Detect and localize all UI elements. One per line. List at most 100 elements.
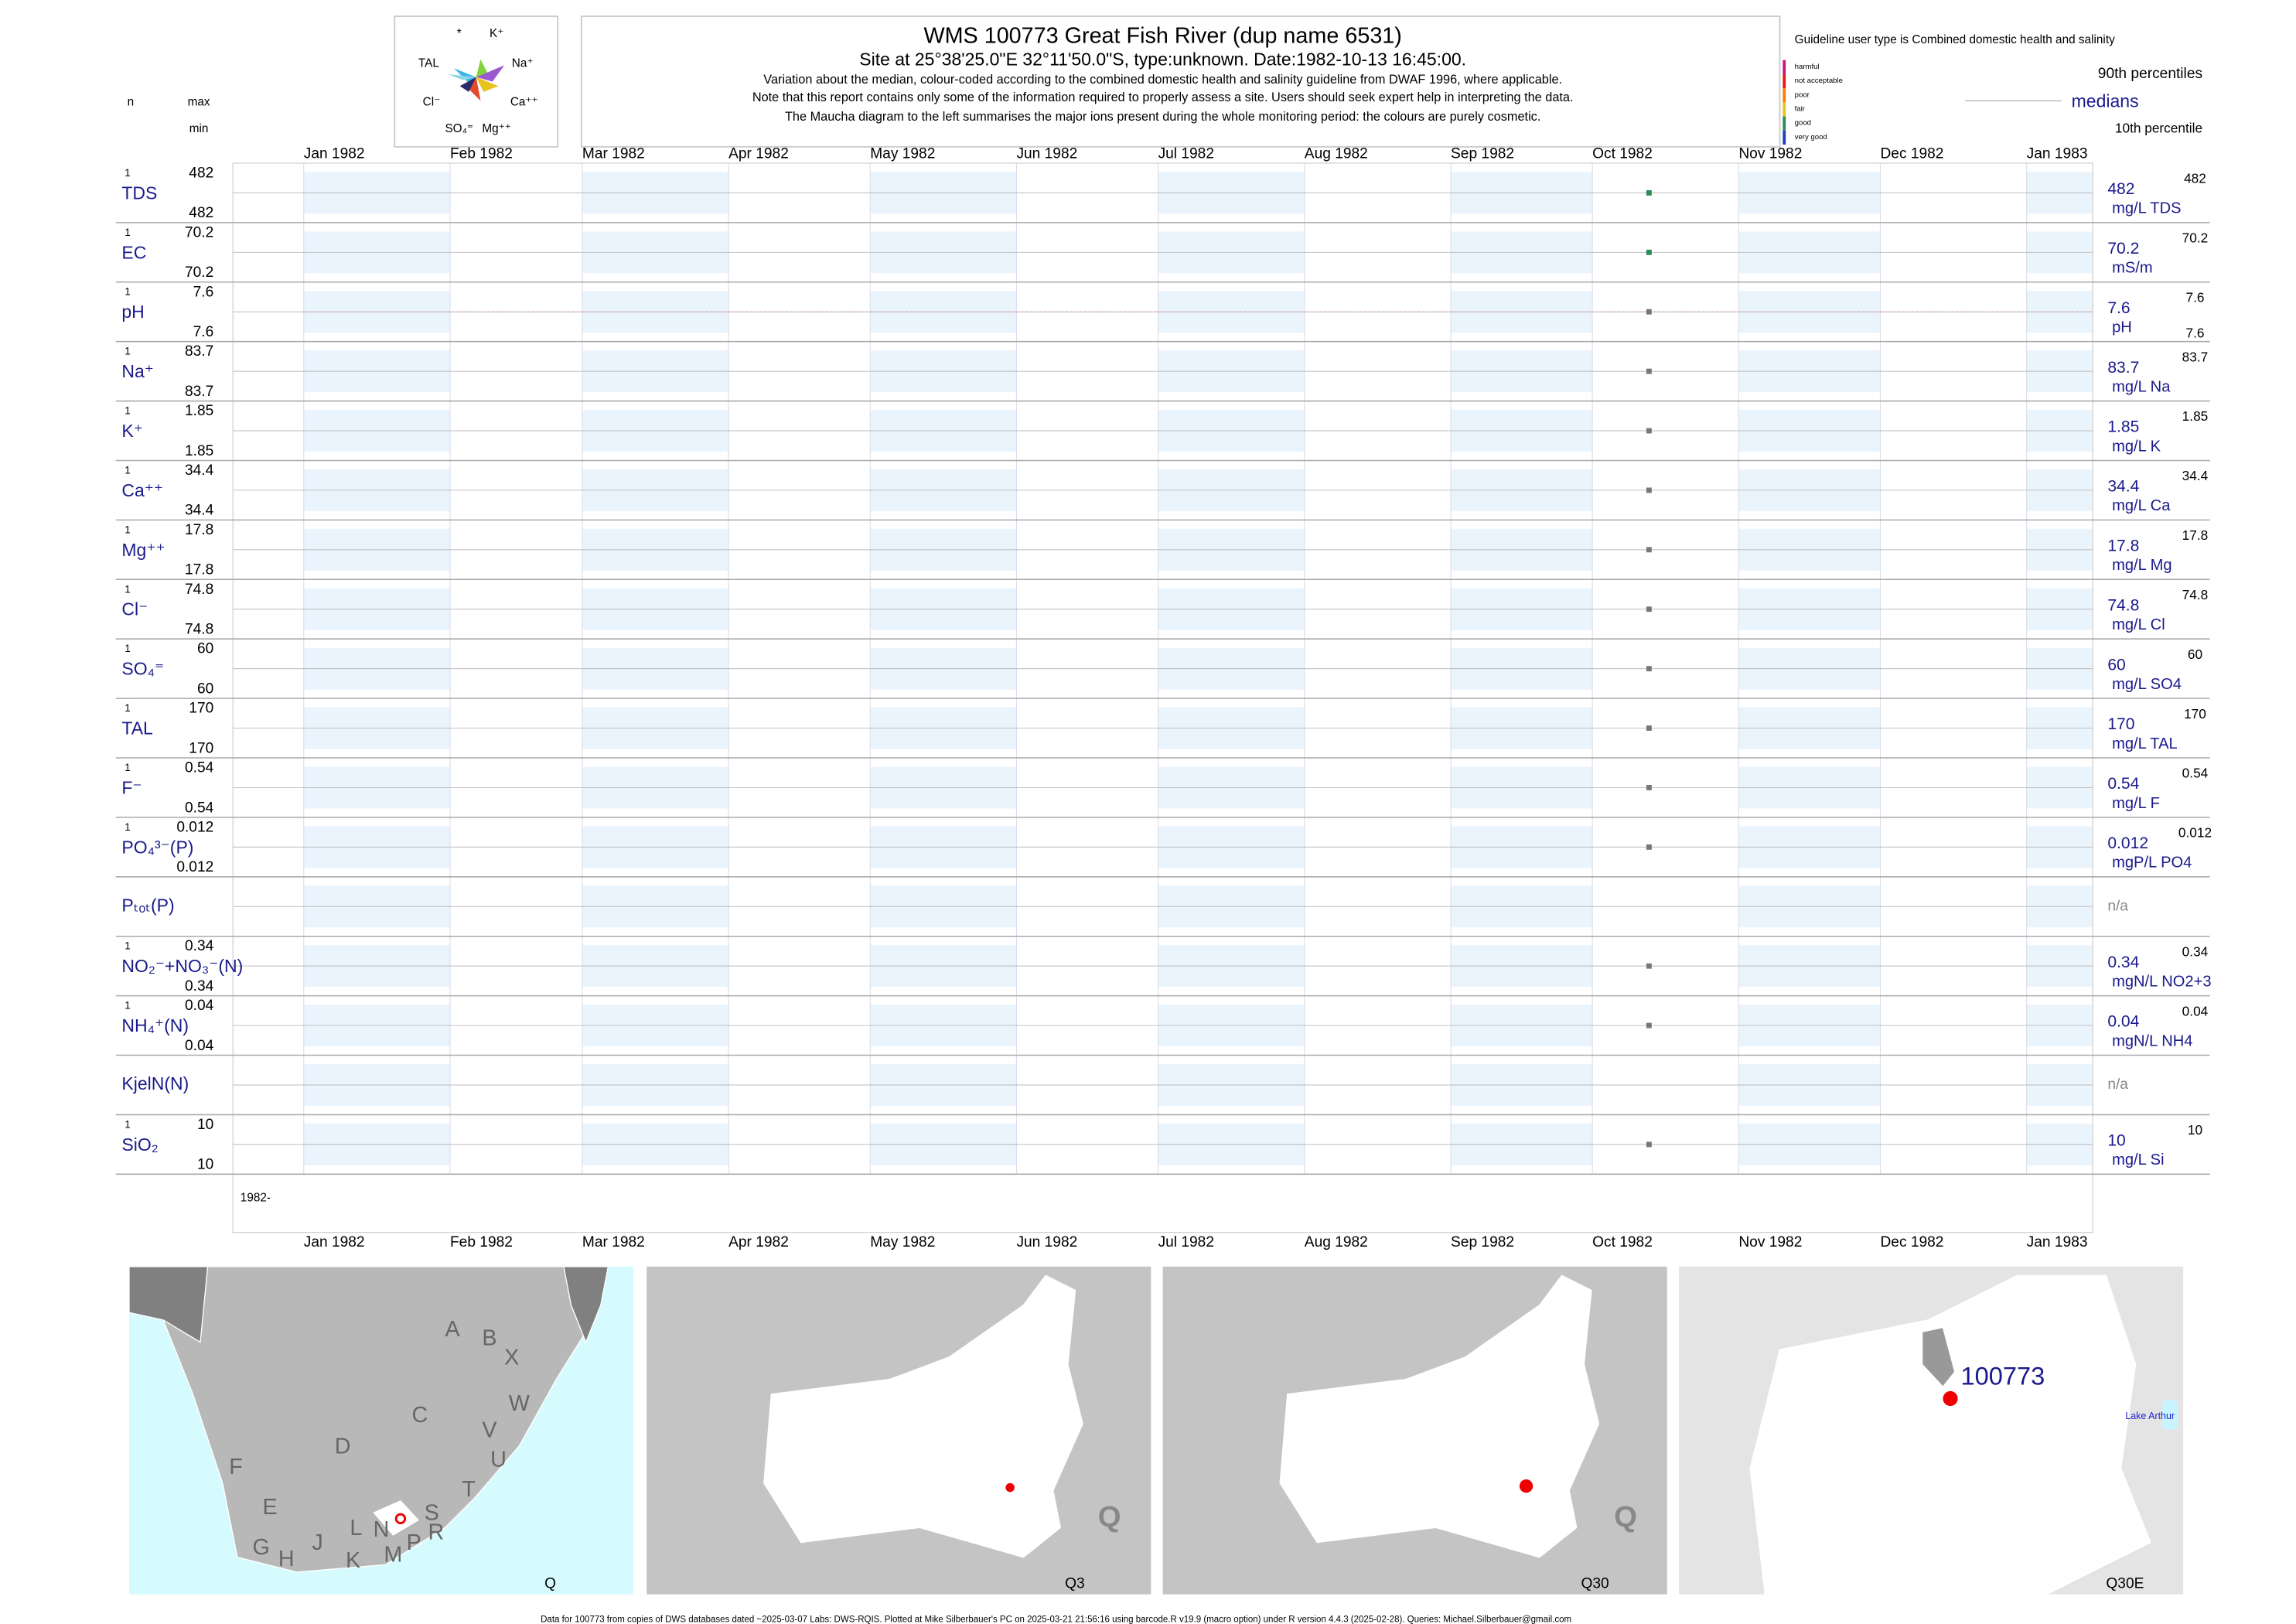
n-label: 1 (125, 940, 130, 952)
min-label: 7.6 (193, 324, 214, 340)
unit-label: pH (2112, 319, 2132, 336)
site-dot (1005, 1482, 1015, 1493)
region-letter: X (504, 1345, 519, 1370)
min-label: 1.85 (185, 443, 213, 459)
min-label: 60 (197, 681, 213, 697)
region-letter: L (350, 1516, 362, 1540)
map-land (128, 1266, 609, 1573)
sample-point (1646, 309, 1652, 315)
x-tick-label: May 1982 (870, 146, 935, 162)
n-label: 1 (125, 346, 130, 357)
region-letter: W (509, 1391, 531, 1416)
p90-label: 10 (2188, 1122, 2202, 1138)
parameter-label: EC (121, 242, 146, 262)
parameter-label: Pₜₒₜ(P) (121, 895, 174, 915)
map-land-dark (128, 1266, 209, 1343)
parameter-label: TDS (121, 183, 157, 203)
x-tick-label: Oct 1982 (1592, 146, 1653, 162)
parameter-label: TAL (121, 718, 153, 739)
sample-point (1646, 666, 1652, 672)
max-label: 482 (189, 165, 213, 181)
region-letter: A (445, 1317, 460, 1342)
max-label: 170 (189, 701, 213, 717)
unit-label: mS/m (2112, 260, 2153, 277)
region-letter: F (229, 1455, 243, 1479)
x-tick-label: Sep 1982 (1451, 146, 1514, 162)
n-label: 1 (125, 643, 130, 654)
median-label: 0.34 (2107, 954, 2139, 971)
x-tick-label: Jun 1982 (1016, 1234, 1077, 1250)
sample-point (1646, 1022, 1652, 1029)
x-tick-label: Jan 1982 (304, 146, 365, 162)
max-label: 74.8 (185, 582, 213, 598)
x-tick-label: Jul 1982 (1158, 1234, 1214, 1250)
min-label: 0.54 (185, 800, 214, 816)
x-tick-label: Jul 1982 (1158, 146, 1214, 162)
catchment (763, 1274, 1083, 1558)
na-label: n/a (2107, 1076, 2128, 1093)
title: WMS 100773 Great Fish River (dup name 65… (923, 24, 1401, 49)
site-dot (1519, 1479, 1534, 1493)
max-label: 70.2 (185, 224, 213, 241)
map-caption: Q (544, 1575, 556, 1592)
p90-label: 7.6 (2185, 289, 2204, 305)
n-label: 1 (125, 227, 130, 238)
legend-swatch (1783, 130, 1786, 145)
legend-p10: 10th percentile (2115, 120, 2202, 135)
median-label: 0.012 (2107, 834, 2148, 852)
max-label: 7.6 (193, 284, 214, 300)
region-letter: R (428, 1520, 445, 1545)
sample-point (1646, 725, 1652, 731)
note: Variation about the median, colour-coded… (763, 73, 1562, 87)
legend-swatch (1783, 60, 1786, 74)
region-letter: G (252, 1535, 269, 1560)
map-caption: Q30E (2106, 1575, 2144, 1592)
legend-class: good (1795, 119, 1811, 128)
median-label: 74.8 (2107, 596, 2139, 614)
p10-label: 7.6 (2185, 325, 2204, 340)
parameter-label: SiO₂ (121, 1134, 158, 1155)
region-letter: D (335, 1434, 351, 1459)
guideline-note: Guideline user type is Combined domestic… (1795, 33, 2115, 46)
unit-label: mg/L TAL (2112, 735, 2178, 752)
parameter-label: F⁻ (121, 777, 142, 797)
legend-swatch (1783, 73, 1786, 89)
year-label: 1982- (241, 1192, 271, 1205)
lake-label: Lake Arthur (2125, 1411, 2175, 1421)
basin-letter: Q (1614, 1500, 1637, 1534)
region-letter: K (346, 1548, 360, 1573)
n-label: 1 (125, 286, 130, 298)
footer: Data for 100773 from copies of DWS datab… (541, 1615, 1571, 1624)
maucha-label: Na⁺ (512, 57, 534, 70)
max-label: 60 (197, 641, 213, 657)
unit-label: mg/L TDS (2112, 200, 2181, 217)
p90-label: 0.54 (2182, 766, 2209, 781)
unit-label: mg/L Na (2112, 378, 2171, 395)
maucha-box (394, 15, 559, 148)
region-letter: H (278, 1547, 295, 1571)
maucha-petal (453, 68, 476, 84)
p90-label: 70.2 (2182, 230, 2209, 246)
basin-letter: Q (1098, 1500, 1121, 1534)
max-label: 0.04 (185, 998, 214, 1014)
maucha-label: Cl⁻ (423, 95, 441, 108)
min-label: 0.04 (185, 1038, 214, 1054)
legend-p90: 90th percentiles (2098, 66, 2202, 82)
parameter-label: Na⁺ (121, 361, 154, 381)
n-label: 1 (125, 1118, 130, 1130)
max-label: 0.54 (185, 759, 214, 776)
max-label: 17.8 (185, 522, 213, 538)
site-label: 100773 (1960, 1361, 2045, 1390)
min-label: 10 (197, 1157, 213, 1173)
maucha-label: * (457, 27, 462, 40)
x-tick-label: Jun 1982 (1016, 146, 1077, 162)
map-land-dark (563, 1266, 609, 1344)
sample-point (1646, 249, 1652, 255)
median-label: 0.54 (2107, 775, 2139, 793)
legend-class: very good (1795, 133, 1827, 142)
sample-point (1646, 606, 1652, 612)
unit-label: mgN/L NO2+3 (2112, 973, 2211, 990)
p90-label: 83.7 (2182, 349, 2209, 364)
